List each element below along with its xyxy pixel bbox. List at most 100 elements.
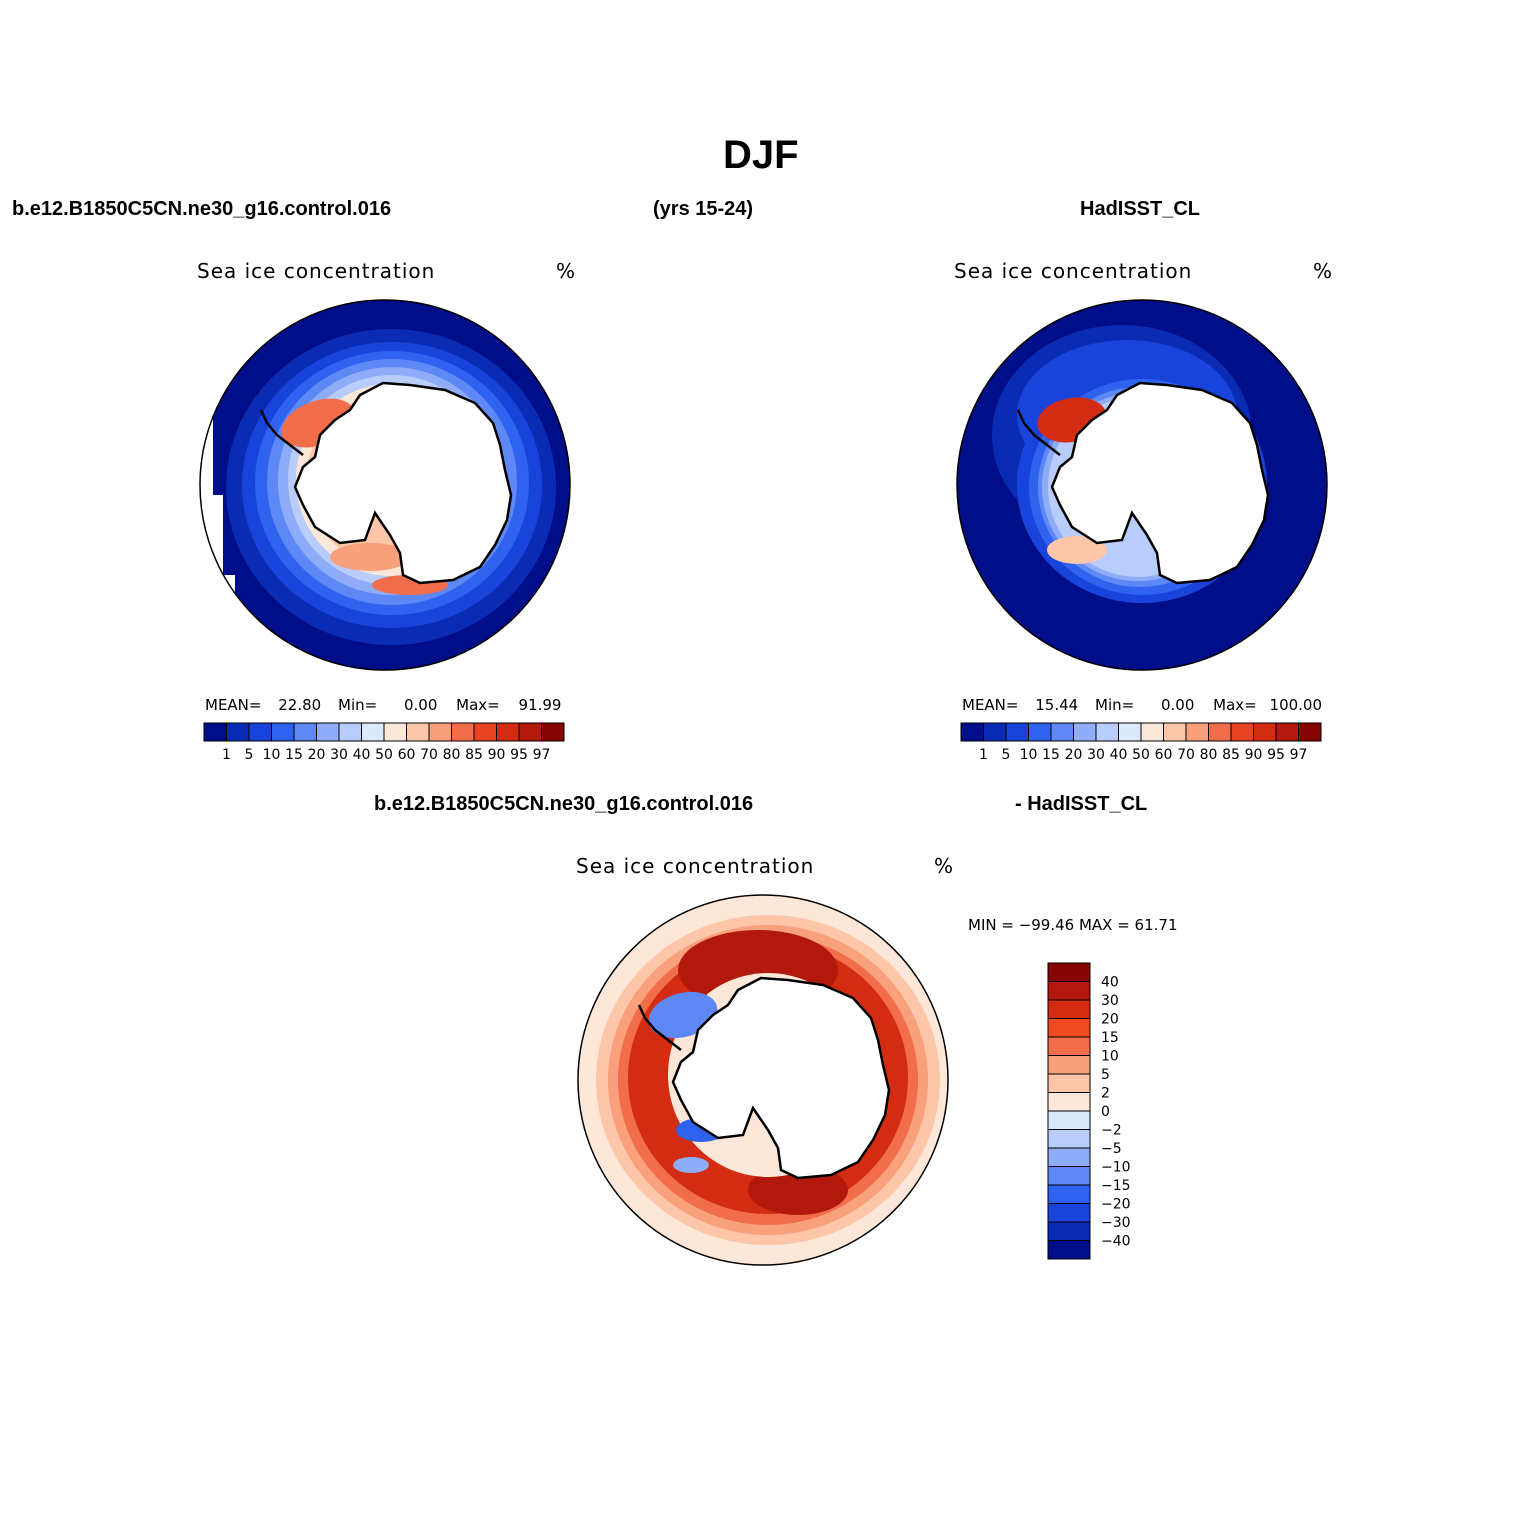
model-plot-title: Sea ice concentration [197,259,436,283]
colorbar-swatch [1073,722,1097,742]
colorbar-tick-label: 50 [375,747,393,763]
colorbar-swatch [496,722,520,742]
colorbar-tick-label: −10 [1101,1160,1131,1176]
colorbar-tick-label: 97 [532,747,551,763]
obs-min-label: Min= [1095,696,1135,714]
colorbar-tick-label: 70 [420,747,438,763]
colorbar-tick-label: 97 [1289,747,1308,763]
colorbar-tick-label: −15 [1101,1178,1131,1194]
diff-polar-map [577,894,949,1266]
model-polar-map [199,299,571,671]
colorbar-tick-label: 0 [1101,1104,1110,1120]
colorbar-swatch [1047,1166,1091,1186]
colorbar-tick-label: 85 [465,747,483,763]
colorbar-tick-label: 60 [1154,747,1173,763]
colorbar-tick-label: 30 [330,747,348,763]
colorbar-swatch [1275,722,1299,742]
colorbar-tick-label: 2 [1101,1086,1110,1102]
colorbar-tick-label: 30 [1101,993,1119,1009]
model-max-value: 91.99 [518,696,562,714]
colorbar-swatch [1047,1092,1091,1112]
antarctic-peninsula [637,1004,682,1051]
colorbar-tick-label: 40 [352,747,371,763]
colorbar-tick-label: −2 [1101,1123,1122,1139]
colorbar-tick-label: 20 [1101,1012,1119,1028]
colorbar-tick-label: 50 [1132,747,1150,763]
colorbar-tick-label: 15 [1042,747,1060,763]
colorbar-tick-label: 1 [222,747,231,763]
colorbar-tick-label: 20 [1064,747,1083,763]
colorbar-tick-label: 1 [979,747,988,763]
colorbar-tick-label: 5 [1001,747,1011,763]
colorbar-tick-label: −40 [1101,1234,1131,1250]
colorbar-tick-label: −20 [1101,1197,1131,1213]
diff-plot-title: Sea ice concentration [576,854,815,878]
colorbar-tick-label: −30 [1101,1215,1131,1231]
diff-header-obs: - HadISST_CL [1015,793,1148,815]
colorbar-swatch [1047,1055,1091,1075]
main-title: DJF [723,133,799,177]
colorbar-swatch [1028,722,1052,742]
colorbar-tick-label: 5 [1101,1067,1110,1083]
model-stats: MEAN= 22.80 Min= 0.00 Max= 91.99 [205,696,561,714]
obs-stats: MEAN= 15.44 Min= 0.00 Max= 100.00 [962,696,1322,714]
colorbar-tick-label: 30 [1087,747,1105,763]
colorbar-swatch [1047,1240,1091,1260]
model-mean-value: 22.80 [278,696,322,714]
colorbar-swatch [361,722,385,742]
antarctic-peninsula [259,409,304,456]
obs-polar-map [956,299,1328,671]
obs-max-label: Max= [1213,696,1257,714]
header-years: (yrs 15-24) [653,198,754,220]
colorbar-swatch [203,722,227,742]
model-mean-label: MEAN= [205,696,262,714]
colorbar-swatch [1208,722,1232,742]
model-colorbar-labels: 1 5 10 15 20 30 40 50 60 70 80 85 90 95 97 [203,747,568,767]
colorbar-tick-label: 60 [397,747,416,763]
colorbar-swatch [1047,1036,1091,1056]
colorbar-swatch [226,722,250,742]
colorbar-swatch [1047,999,1091,1019]
colorbar-tick-label: 40 [1101,975,1119,991]
colorbar-swatch [983,722,1007,742]
colorbar-swatch [1047,1018,1091,1038]
diff-header-model: b.e12.B1850C5CN.ne30_g16.control.016 [374,793,754,815]
colorbar-tick-label: 95 [1267,747,1285,763]
colorbar-swatch [338,722,362,742]
colorbar-tick-label: 15 [1101,1030,1119,1046]
obs-min-value: 0.00 [1160,696,1195,714]
colorbar-tick-label: 40 [1109,747,1128,763]
colorbar-tick-label: 85 [1222,747,1240,763]
obs-max-value: 100.00 [1269,696,1323,714]
colorbar-swatch [1047,1129,1091,1149]
colorbar-swatch [1047,1147,1091,1167]
model-min-label: Min= [338,696,378,714]
antarctic-peninsula [1016,409,1061,456]
colorbar-tick-label: 95 [510,747,528,763]
colorbar-swatch [1047,1184,1091,1204]
header-model-case: b.e12.B1850C5CN.ne30_g16.control.016 [12,198,392,220]
colorbar-tick-label: 80 [1199,747,1218,763]
colorbar-tick-label: 90 [487,747,506,763]
diff-minmax: MIN = −99.46 MAX = 61.71 [968,916,1178,934]
colorbar-swatch [1140,722,1164,742]
colorbar-swatch [1185,722,1209,742]
colorbar-swatch [1047,1073,1091,1093]
colorbar-swatch [271,722,295,742]
colorbar-swatch [248,722,272,742]
colorbar-swatch [1047,1110,1091,1130]
colorbar-swatch [1005,722,1029,742]
colorbar-swatch [518,722,542,742]
obs-colorbar [960,722,1322,742]
colorbar-swatch [541,722,565,742]
colorbar-tick-label: 15 [285,747,303,763]
model-colorbar [203,722,565,742]
colorbar-tick-label: 10 [1019,747,1038,763]
header-obs-case: HadISST_CL [1080,198,1201,220]
colorbar-tick-label: 10 [262,747,281,763]
obs-mean-value: 15.44 [1035,696,1079,714]
colorbar-swatch [316,722,340,742]
antarctica-land [671,976,891,1180]
obs-colorbar-labels: 1 5 10 15 20 30 40 50 60 70 80 85 90 95 97 [960,747,1325,767]
